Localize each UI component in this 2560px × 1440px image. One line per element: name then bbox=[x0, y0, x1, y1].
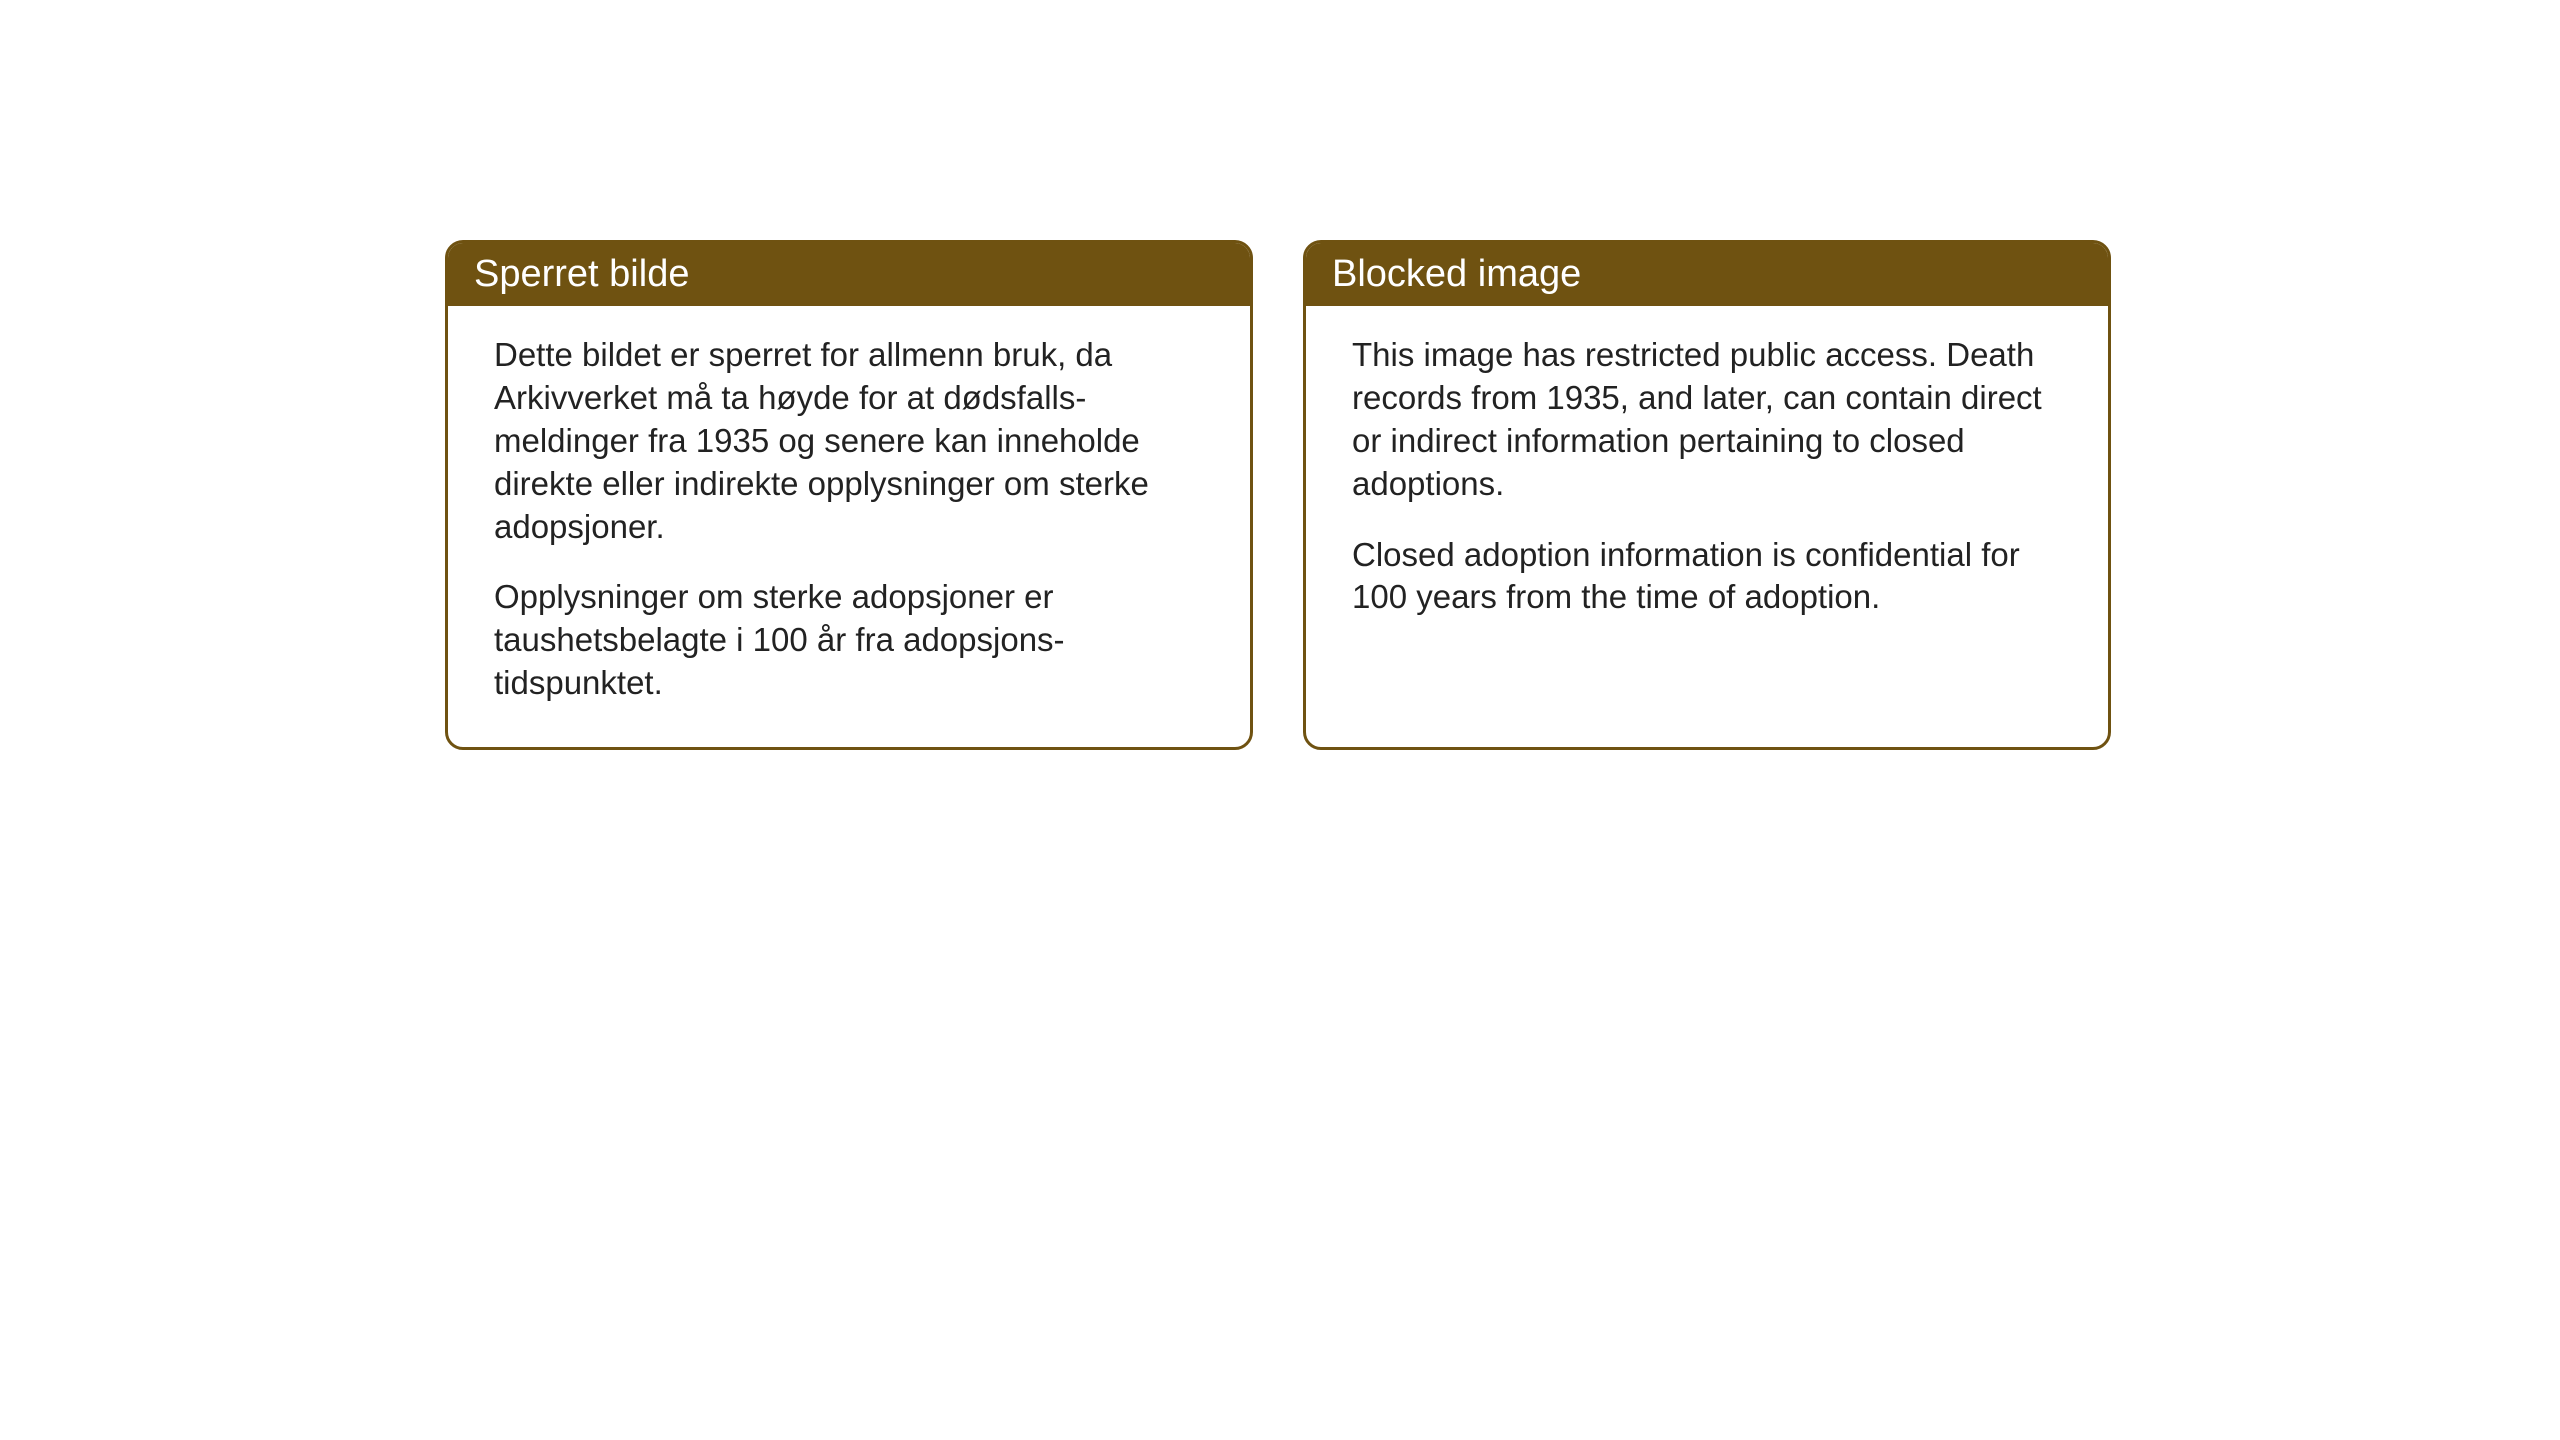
info-box-english: Blocked image This image has restricted … bbox=[1303, 240, 2111, 750]
info-header-english: Blocked image bbox=[1306, 243, 2108, 306]
info-body-norwegian: Dette bildet er sperret for allmenn bruk… bbox=[448, 306, 1250, 745]
info-paragraph-1-norwegian: Dette bildet er sperret for allmenn bruk… bbox=[494, 334, 1204, 548]
info-paragraph-1-english: This image has restricted public access.… bbox=[1352, 334, 2062, 506]
info-body-english: This image has restricted public access.… bbox=[1306, 306, 2108, 659]
info-paragraph-2-english: Closed adoption information is confident… bbox=[1352, 534, 2062, 620]
info-header-norwegian: Sperret bilde bbox=[448, 243, 1250, 306]
info-boxes-container: Sperret bilde Dette bildet er sperret fo… bbox=[445, 240, 2111, 750]
info-paragraph-2-norwegian: Opplysninger om sterke adopsjoner er tau… bbox=[494, 576, 1204, 705]
info-box-norwegian: Sperret bilde Dette bildet er sperret fo… bbox=[445, 240, 1253, 750]
